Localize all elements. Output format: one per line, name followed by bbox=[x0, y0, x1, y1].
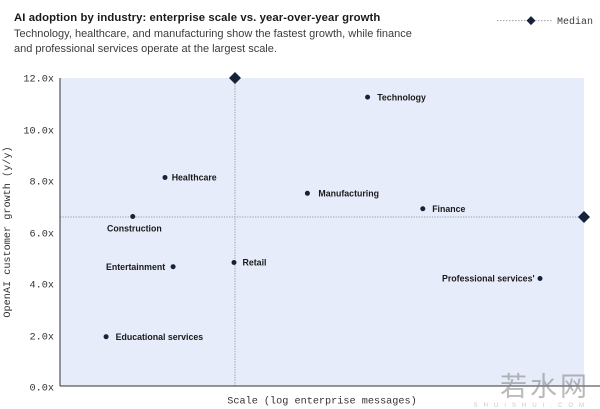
svg-text:8.0x: 8.0x bbox=[30, 178, 54, 189]
svg-text:Retail: Retail bbox=[243, 258, 267, 268]
svg-text:10.0x: 10.0x bbox=[23, 127, 54, 138]
svg-text:OpenAI customer growth (y/y): OpenAI customer growth (y/y) bbox=[2, 146, 14, 317]
svg-text:12.0x: 12.0x bbox=[23, 75, 54, 86]
svg-text:Finance: Finance bbox=[432, 204, 465, 214]
svg-text:Manufacturing: Manufacturing bbox=[318, 189, 379, 199]
svg-text:2.0x: 2.0x bbox=[30, 333, 54, 344]
svg-text:Healthcare: Healthcare bbox=[172, 173, 217, 183]
svg-text:4.0x: 4.0x bbox=[30, 281, 54, 292]
svg-text:Median: Median bbox=[557, 15, 593, 27]
svg-text:Entertainment: Entertainment bbox=[106, 262, 165, 272]
svg-text:Construction: Construction bbox=[107, 224, 162, 234]
svg-text:Technology: Technology bbox=[377, 92, 426, 102]
svg-text:Scale (log enterprise messages: Scale (log enterprise messages) bbox=[227, 396, 417, 408]
svg-text:Educational services: Educational services bbox=[116, 332, 204, 342]
svg-text:Professional services': Professional services' bbox=[442, 274, 535, 284]
svg-text:6.0x: 6.0x bbox=[30, 230, 54, 241]
svg-text:0.0x: 0.0x bbox=[30, 384, 54, 395]
